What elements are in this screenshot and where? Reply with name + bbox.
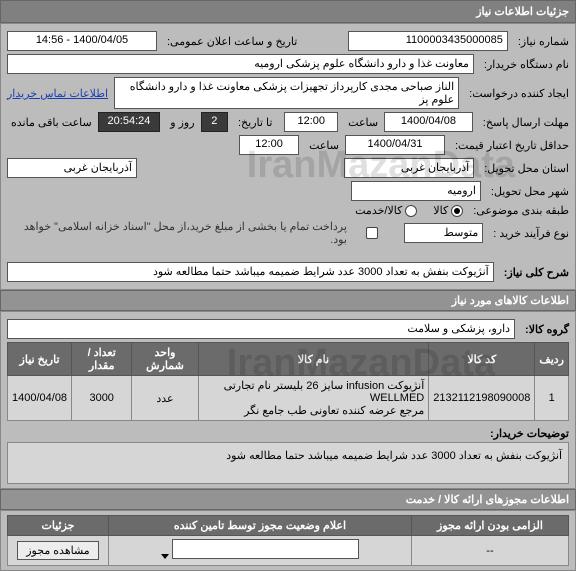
col-idx: ردیف — [535, 343, 569, 376]
countdown-time: 20:54:24 — [98, 112, 160, 132]
response-date: 1400/04/08 — [384, 112, 473, 132]
checkbox-off-icon — [366, 227, 378, 239]
cell-idx: 1 — [535, 376, 569, 421]
at-label-2: ساعت — [309, 139, 339, 152]
items-info-header: اطلاعات کالاهای مورد نیاز — [0, 290, 576, 311]
response-time: 12:00 — [284, 112, 338, 132]
radio-dot-off-icon — [405, 205, 417, 217]
col-name: نام کالا — [198, 343, 429, 376]
col-code: کد کالا — [429, 343, 535, 376]
col-unit: واحد شمارش — [132, 343, 198, 376]
need-no-label: شماره نیاز: — [518, 35, 569, 48]
city-value: ارومیه — [351, 181, 481, 201]
auth-col-status: اعلام وضعیت مجوز توسط تامین کننده — [108, 516, 411, 536]
auth-table: الزامی بودن ارائه مجوز اعلام وضعیت مجوز … — [7, 515, 569, 566]
contact-link[interactable]: اطلاعات تماس خریدار — [7, 87, 108, 100]
pay-note-check — [363, 227, 378, 239]
auth-status-select[interactable] — [172, 539, 358, 559]
days-remaining: 2 — [201, 112, 228, 132]
main-header: جزئیات اطلاعات نیاز — [0, 0, 576, 23]
to-date-label: تا تاریخ: — [238, 116, 272, 129]
cell-name: آنژیوکت infusion سایز 26 بلیستر نام تجار… — [198, 376, 429, 421]
chevron-down-icon — [161, 554, 169, 559]
table-row: 1 2132112198090008 آنژیوکت infusion سایز… — [8, 376, 569, 421]
auth-col-mandatory: الزامی بودن ارائه مجوز — [411, 516, 568, 536]
min-time: 12:00 — [239, 135, 299, 155]
auth-mandatory: -- — [411, 536, 568, 566]
creator-value: الناز صباحی مجدی کارپرداز تجهیزات پزشکی … — [114, 77, 459, 109]
cell-unit: عدد — [132, 376, 198, 421]
cell-qty: 3000 — [72, 376, 132, 421]
purchase-type-value: متوسط — [404, 223, 483, 243]
announce-date-label: تاریخ و ساعت اعلان عمومی: — [167, 35, 297, 48]
items-table: ردیف کد کالا نام کالا واحد شمارش تعداد /… — [7, 342, 569, 421]
province-alt-value: آذربایجان غربی — [7, 158, 137, 178]
province-value: آذربایجان غربی — [344, 158, 474, 178]
service-radio-label: کالا/خدمت — [355, 204, 402, 217]
city-label: شهر محل تحویل: — [491, 185, 569, 198]
grouping-label: طبقه بندی موضوعی: — [473, 204, 569, 217]
buyer-org-label: نام دستگاه خریدار: — [484, 58, 569, 71]
col-date: تاریخ نیاز — [8, 343, 72, 376]
goods-group-label: گروه کالا: — [525, 323, 569, 336]
view-auth-button[interactable]: مشاهده مجوز — [17, 541, 98, 560]
need-title-label: شرح کلی نیاز: — [504, 266, 569, 279]
cell-date: 1400/04/08 — [8, 376, 72, 421]
min-days-label: حداقل تاریخ اعتبار قیمت: — [455, 139, 569, 152]
auth-col-details: جزئیات — [8, 516, 109, 536]
goods-group-value: دارو، پزشکی و سلامت — [7, 319, 515, 339]
auth-status-cell — [108, 536, 411, 566]
min-date: 1400/04/31 — [345, 135, 445, 155]
need-no-value: 1100003435000085 — [348, 31, 508, 51]
service-radio[interactable]: کالا/خدمت — [355, 204, 417, 217]
purchase-type-label: نوع فرآیند خرید : — [493, 227, 569, 240]
announce-date-value: 1400/04/05 - 14:56 — [7, 31, 157, 51]
auth-info-header: اطلاعات مجوزهای ارائه کالا / خدمت — [0, 489, 576, 510]
need-title-value: آنژیوکت بنفش به تعداد 3000 عدد شرایط ضمی… — [7, 262, 494, 282]
creator-label: ایجاد کننده درخواست: — [469, 87, 569, 100]
province-label: استان محل تحویل: — [484, 162, 569, 175]
auth-details-cell: مشاهده مجوز — [8, 536, 109, 566]
countdown-label-2: ساعت باقی مانده — [11, 116, 92, 129]
auth-row: -- مشاهده مجوز — [8, 536, 569, 566]
pay-note-text: پرداخت تمام یا بخشی از مبلغ خرید،از محل … — [7, 220, 347, 246]
buyer-desc-label: توضیحات خریدار: — [11, 427, 569, 440]
col-qty: تعداد / مقدار — [72, 343, 132, 376]
response-deadline-label: مهلت ارسال پاسخ: — [483, 116, 569, 129]
at-label-1: ساعت — [348, 116, 378, 129]
goods-radio-label: کالا — [433, 204, 448, 217]
cell-code: 2132112198090008 — [429, 376, 535, 421]
buyer-desc-value: آنژیوکت بنفش به تعداد 3000 عدد شرایط ضمی… — [7, 442, 569, 484]
buyer-org-value: معاونت غذا و دارو دانشگاه علوم پزشکی ارو… — [7, 54, 474, 74]
goods-radio[interactable]: کالا — [433, 204, 463, 217]
countdown-label-1: روز و — [170, 116, 194, 129]
radio-dot-on-icon — [451, 205, 463, 217]
